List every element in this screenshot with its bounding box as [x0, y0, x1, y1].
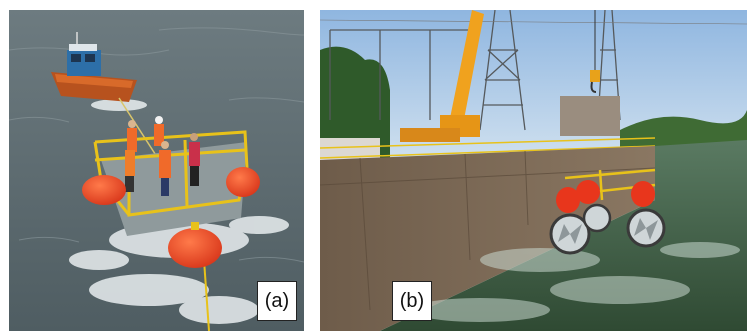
tow-line — [118, 97, 160, 161]
turbine-rotor-center — [582, 203, 612, 233]
panel-label-a: (a) — [257, 281, 297, 321]
turbine-rotor-left — [549, 213, 591, 255]
tow-boat — [51, 32, 137, 102]
transmission-towers — [320, 10, 747, 131]
buoys — [82, 167, 260, 268]
photo-panel-b — [320, 10, 747, 331]
photo-a-scene — [9, 10, 304, 331]
turbine-platform — [93, 130, 249, 236]
buoy-mid — [576, 180, 600, 204]
buoy-right — [631, 181, 655, 207]
crane — [400, 10, 600, 142]
workers — [125, 116, 200, 196]
photo-panel-a — [9, 10, 304, 331]
trailing-line — [203, 259, 210, 331]
water-ripples — [9, 27, 304, 263]
trees — [320, 46, 390, 160]
turbine-rotor-right — [626, 208, 666, 248]
photo-b-scene — [320, 10, 747, 331]
turbine-assembly — [549, 168, 666, 255]
wake-foam — [69, 99, 289, 324]
panel-label-b: (b) — [392, 281, 432, 321]
buoy-left — [556, 187, 580, 213]
shed — [320, 138, 380, 160]
river-foam — [410, 242, 740, 322]
gate-structure — [560, 96, 620, 136]
yellow-railing — [320, 137, 656, 159]
